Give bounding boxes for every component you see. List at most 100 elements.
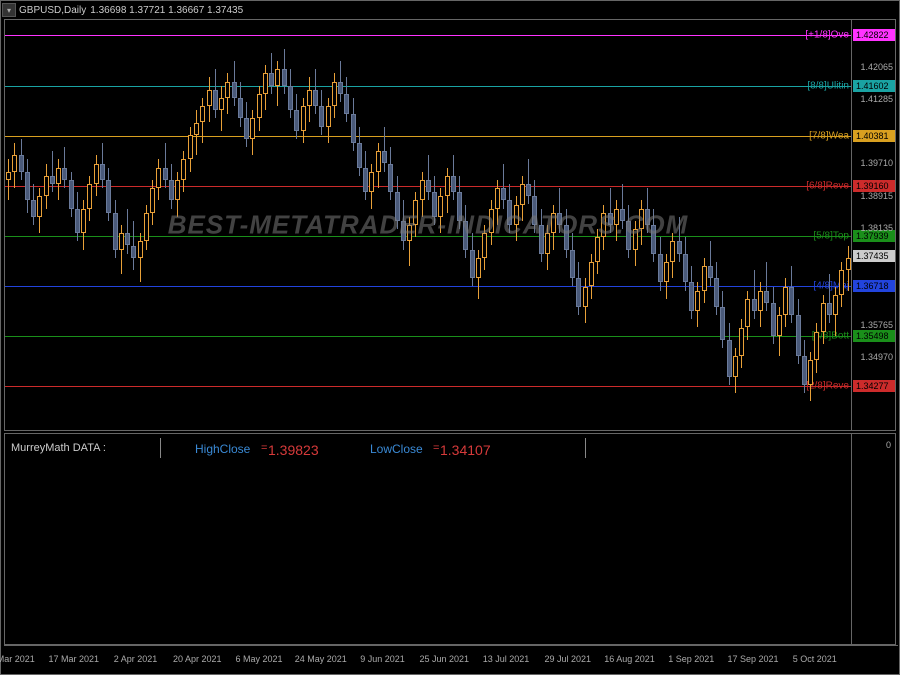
candle [144, 20, 149, 430]
highclose-eq: = [261, 442, 267, 454]
candle [275, 20, 280, 430]
candle [150, 20, 155, 430]
candle [589, 20, 594, 430]
candle [207, 20, 212, 430]
candle [25, 20, 30, 430]
candle [645, 20, 650, 430]
highclose-label: HighClose [195, 442, 250, 456]
price-tick: 1.34970 [860, 352, 893, 362]
candle [125, 20, 130, 430]
candle [232, 20, 237, 430]
lowclose-label: LowClose [370, 442, 423, 456]
time-tick: 5 Oct 2021 [793, 654, 837, 664]
time-tick: 17 Sep 2021 [727, 654, 778, 664]
price-tick: 1.38915 [860, 191, 893, 201]
candle [238, 20, 243, 430]
time-tick: 24 May 2021 [295, 654, 347, 664]
candle [482, 20, 487, 430]
candle [827, 20, 832, 430]
candle [576, 20, 581, 430]
murrey-price-box: 1.34277 [853, 380, 895, 392]
candle [401, 20, 406, 430]
candle [62, 20, 67, 430]
candle [608, 20, 613, 430]
candle [307, 20, 312, 430]
murrey-price-box: 1.40381 [853, 130, 895, 142]
candle [426, 20, 431, 430]
current-price-box: 1.37435 [853, 250, 895, 262]
price-axis: 1.428221.416021.403811.391601.379391.367… [850, 19, 896, 431]
candle [131, 20, 136, 430]
candle [169, 20, 174, 430]
candle [181, 20, 186, 430]
candle [620, 20, 625, 430]
indicator-sep2 [585, 438, 586, 458]
chart-window: ▾ GBPUSD,Daily 1.36698 1.37721 1.36667 1… [0, 0, 900, 675]
candle [263, 20, 268, 430]
candle [213, 20, 218, 430]
candle [463, 20, 468, 430]
indicator-zero: 0 [886, 440, 891, 450]
candle [75, 20, 80, 430]
candle [451, 20, 456, 430]
candle [407, 20, 412, 430]
candle [520, 20, 525, 430]
candle [376, 20, 381, 430]
candle [351, 20, 356, 430]
candle [727, 20, 732, 430]
time-tick: 29 Jul 2021 [544, 654, 591, 664]
candle [839, 20, 844, 430]
candle [626, 20, 631, 430]
candle [514, 20, 519, 430]
candle [301, 20, 306, 430]
lowclose-eq: = [433, 442, 439, 454]
candle [670, 20, 675, 430]
candle [388, 20, 393, 430]
candle [81, 20, 86, 430]
candle [639, 20, 644, 430]
candle [382, 20, 387, 430]
time-tick: 1 Sep 2021 [668, 654, 714, 664]
time-axis: 1 Mar 202117 Mar 20212 Apr 202120 Apr 20… [4, 645, 898, 673]
indicator-panel[interactable]: MurreyMath DATA : HighClose = 1.39823 Lo… [4, 433, 852, 645]
candle [244, 20, 249, 430]
candle [288, 20, 293, 430]
candle [677, 20, 682, 430]
candle [733, 20, 738, 430]
ohlc-label: 1.36698 1.37721 1.36667 1.37435 [90, 5, 243, 16]
candle [489, 20, 494, 430]
time-tick: 20 Apr 2021 [173, 654, 222, 664]
candle [758, 20, 763, 430]
murrey-price-box: 1.36718 [853, 280, 895, 292]
murrey-price-box: 1.41602 [853, 80, 895, 92]
candle [282, 20, 287, 430]
candle [814, 20, 819, 430]
chart-menu-button[interactable]: ▾ [2, 3, 16, 17]
candle [19, 20, 24, 430]
candle [56, 20, 61, 430]
murrey-price-box: 1.35498 [853, 330, 895, 342]
candle [470, 20, 475, 430]
indicator-sep [160, 438, 161, 458]
candle [200, 20, 205, 430]
candle [683, 20, 688, 430]
candle [395, 20, 400, 430]
symbol-label: GBPUSD,Daily [19, 5, 86, 16]
price-chart[interactable]: BEST-METATRADER-INDICATORS.COM [+1/8]Ove… [4, 19, 852, 431]
candle [789, 20, 794, 430]
candle [156, 20, 161, 430]
candle [551, 20, 556, 430]
candle [344, 20, 349, 430]
candle [175, 20, 180, 430]
candle [438, 20, 443, 430]
time-tick: 25 Jun 2021 [419, 654, 469, 664]
candle [570, 20, 575, 430]
candle [532, 20, 537, 430]
candle [633, 20, 638, 430]
candle [106, 20, 111, 430]
candle [432, 20, 437, 430]
candle [100, 20, 105, 430]
candle [69, 20, 74, 430]
candle [363, 20, 368, 430]
candle [821, 20, 826, 430]
